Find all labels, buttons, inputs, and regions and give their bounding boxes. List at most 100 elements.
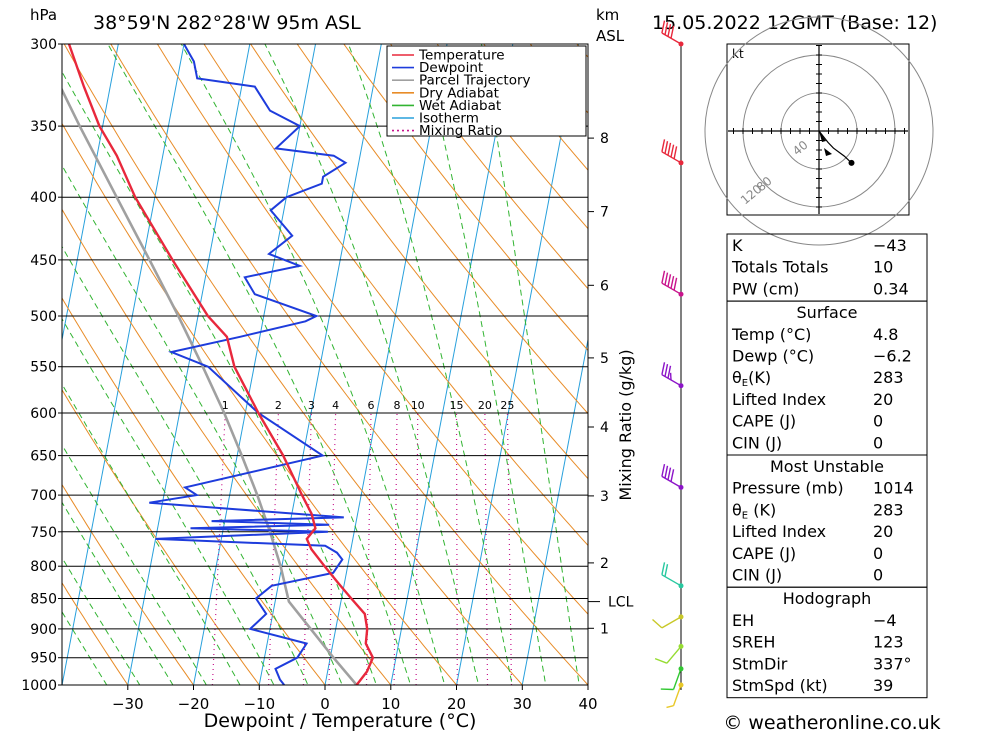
mixing-ratio-label: 15 — [450, 399, 464, 412]
general-index-label: PW (cm) — [732, 279, 799, 298]
mixing-ratio-label: 4 — [332, 399, 339, 412]
surface-label: CAPE (J) — [732, 412, 796, 431]
x-axis-title: Dewpoint / Temperature (°C) — [204, 710, 477, 732]
dry-adiabat-line — [62, 483, 195, 685]
most-unstable-label: Lifted Index — [732, 522, 826, 541]
legend-entry: Dewpoint — [419, 60, 483, 76]
most-unstable-value: 0 — [873, 566, 883, 585]
general-index-row: PW (cm) 0.34 — [732, 279, 909, 298]
copyright-text: © weatheronline.co.uk — [723, 712, 940, 733]
wind-barb — [654, 645, 682, 664]
hodograph-label: SREH — [732, 633, 775, 652]
km-unit-label: km — [596, 6, 619, 24]
hodograph-row: StmDir 337° — [732, 654, 912, 673]
dewpoint-line — [149, 44, 348, 685]
legend-entry: Temperature — [418, 48, 505, 64]
temperature-tick-label: 40 — [578, 695, 597, 713]
mixing-ratio-label: 10 — [411, 399, 425, 412]
pressure-tick-label: 500 — [30, 309, 57, 325]
wet-adiabat-line — [264, 44, 480, 685]
km-tick-label: 4 — [600, 420, 609, 436]
pressure-tick-label: 450 — [30, 253, 57, 269]
isotherm-line — [62, 44, 119, 343]
wet-adiabat-line — [62, 164, 343, 685]
hodograph-arrow — [819, 131, 826, 142]
dry-adiabat-line — [63, 44, 523, 685]
most-unstable-label: CAPE (J) — [732, 544, 796, 563]
wind-level-dot — [678, 666, 684, 672]
wind-barb — [661, 139, 682, 164]
dry-adiabat-line — [912, 7, 1000, 711]
isotherm-line — [521, 337, 588, 685]
hodograph-value: −4 — [873, 611, 897, 630]
hodograph-value: 123 — [873, 633, 904, 652]
most-unstable-label: CIN (J) — [732, 566, 782, 585]
mixing-ratio-lines — [211, 412, 513, 685]
most-unstable-value: 1014 — [873, 479, 914, 498]
surface-row: CIN (J) 0 — [732, 433, 883, 452]
wind-barb — [660, 668, 682, 691]
hodograph-row: EH −4 — [732, 611, 897, 630]
pressure-tick-label: 350 — [30, 119, 57, 135]
wind-level-dot — [678, 383, 684, 389]
surface-section-title: Surface — [797, 303, 858, 322]
most-unstable-value: 0 — [873, 544, 883, 563]
temperature-axis-labels: −30 −20 −10 0 10 20 30 40 — [112, 685, 598, 713]
mixing-ratio-line — [268, 412, 279, 685]
mixing-ratio-line — [302, 412, 312, 685]
hodograph-value: 337° — [873, 654, 912, 673]
pressure-tick-label: 700 — [30, 488, 57, 504]
dry-adiabat-line — [249, 44, 588, 480]
height-km-axis: 8 7 6 5 4 3 2 1 LCL — [588, 131, 634, 637]
wind-level-dot — [678, 682, 684, 688]
general-index-label: K — [732, 236, 743, 255]
pressure-tick-label: 300 — [30, 37, 57, 53]
pressure-tick-label: 850 — [30, 592, 57, 608]
asl-unit-label: ASL — [596, 27, 625, 45]
surface-label: Lifted Index — [732, 390, 826, 409]
km-tick-label: 7 — [600, 205, 609, 221]
wet-adiabat-line — [107, 44, 412, 685]
pressure-tick-label: 800 — [30, 559, 57, 575]
hodograph-box — [726, 586, 928, 699]
pressure-tick-label: 400 — [30, 190, 57, 206]
temperature-tick-label: 20 — [447, 695, 466, 713]
mixing-ratio-label: 6 — [368, 399, 375, 412]
mixing-ratio-labels: 1 2 3 4 6 8 10 15 20 25 — [222, 399, 515, 412]
surface-label: θE(K) — [732, 368, 771, 389]
legend-box — [386, 45, 587, 137]
pressure-tick-label: 1000 — [21, 678, 57, 694]
km-tick-label: 2 — [600, 556, 609, 572]
mixing-ratio-axis-title: Mixing Ratio (g/kg) — [616, 349, 635, 500]
pressure-tick-label: 550 — [30, 360, 57, 376]
surface-label: Dewp (°C) — [732, 347, 814, 366]
wet-adiabat-line — [62, 443, 207, 685]
wind-profile — [652, 20, 684, 709]
wind-barb — [666, 684, 682, 709]
km-tick-label: 6 — [600, 278, 609, 294]
wet-adiabat-line — [347, 44, 513, 685]
wind-barb — [661, 20, 682, 45]
dry-adiabat-line — [343, 44, 588, 352]
mixing-ratio-line — [211, 412, 226, 685]
temperature-tick-label: −30 — [112, 695, 144, 713]
hodograph-trace — [818, 130, 852, 164]
wind-level-dot — [678, 583, 684, 589]
km-tick-label: 1 — [600, 621, 609, 637]
wind-level-dot — [678, 160, 684, 166]
wind-barb — [661, 362, 682, 387]
legend-entry: Dry Adiabat — [419, 85, 499, 101]
dry-adiabat-line — [436, 44, 588, 230]
dry-adiabat-line — [110, 44, 588, 685]
wet-adiabat-line — [480, 44, 580, 685]
most-unstable-label: θE (K) — [732, 500, 776, 521]
surface-value: 283 — [873, 368, 904, 387]
general-index-value: −43 — [873, 236, 907, 255]
general-index-row: K −43 — [732, 236, 907, 255]
surface-value: 0 — [873, 433, 883, 452]
location-title: 38°59'N 282°28'W 95m ASL — [93, 12, 361, 34]
pressure-tick-label: 650 — [30, 449, 57, 465]
